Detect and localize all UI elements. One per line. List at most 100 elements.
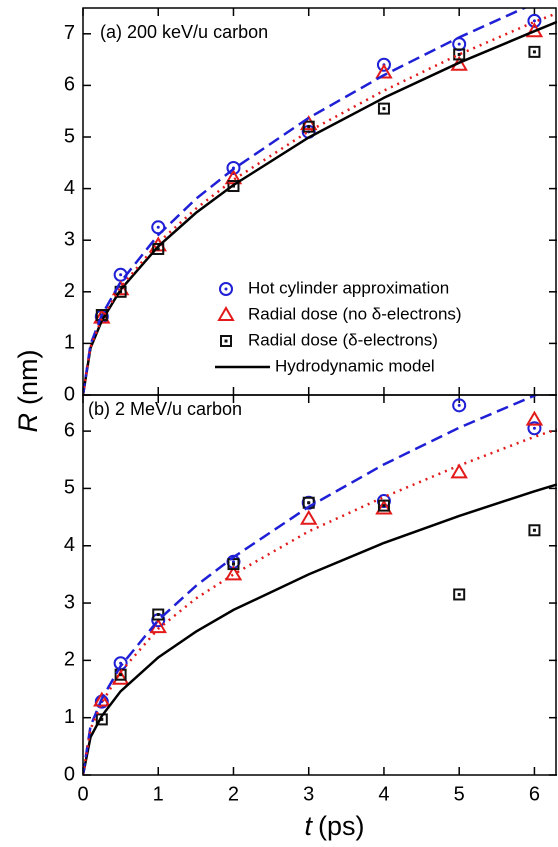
y-tick-label: 3 [64,591,75,613]
marker-dot [457,592,461,596]
marker-shape [299,509,318,525]
legend-label: Radial dose (no δ-electrons) [248,304,462,323]
marker-shape [453,48,466,61]
marker-dot [532,19,536,23]
marker-ring [376,57,391,72]
marker-dot [382,504,386,508]
plot-frame [82,394,557,776]
square-marker [220,335,232,347]
square-marker [528,524,541,537]
marker-dot [119,273,123,277]
marker-dot [100,717,104,721]
marker-dot [382,107,386,111]
marker-ring [226,160,241,175]
square-marker [302,120,315,133]
marker-dot [224,287,228,291]
marker-dot [224,339,228,343]
triangle-marker [450,463,468,479]
square-marker [152,242,165,255]
marker-shape [220,335,232,347]
x-tick-label: 1 [153,783,164,805]
marker-shape [453,588,466,601]
y-tick-label: 7 [64,22,75,44]
marker-dot [156,225,160,229]
square-marker [377,102,390,115]
panel-title: (a) 200 keV/u carbon [100,22,268,42]
marker-shape [217,306,235,321]
marker-dot [457,52,461,56]
square-marker [114,668,127,681]
y-tick-label: 5 [64,125,75,147]
y-axis-unit: (nm) [13,350,43,406]
circle-marker [219,282,233,296]
y-tick-label: 1 [64,706,75,728]
marker-dot [532,528,536,532]
marker-dot [457,403,461,407]
x-tick-label: 4 [378,783,389,805]
curve [83,428,557,775]
legend-label: Hot cylinder approximation [248,278,449,297]
marker-shape [525,410,544,426]
x-tick-label: 6 [529,783,540,805]
triangle-marker [299,509,318,525]
x-tick-label: 0 [77,783,88,805]
triangle-marker [217,306,235,321]
marker-shape [528,45,541,58]
circle-marker [527,13,542,28]
marker-shape [377,499,390,512]
x-tick-label: 2 [228,783,239,805]
triangle-marker [93,691,111,707]
triangle-marker [224,565,243,581]
y-tick-label: 4 [64,534,75,556]
curve [83,8,528,395]
y-tick-label: 2 [64,649,75,671]
marker-dot [532,50,536,54]
marker-dot [156,613,160,617]
marker-dot [231,562,235,566]
curve [83,20,557,395]
panel: 0 1 2 3 4 5 6 7 Hot cylinder approximation Radial… [64,7,557,405]
plot-area [83,395,557,775]
marker-shape [93,691,111,707]
marker-dot [307,125,311,129]
square-marker [453,588,466,601]
curve [83,483,557,775]
marker-shape [375,63,393,79]
marker-shape [375,499,393,515]
marker-ring [94,694,109,709]
x-tick-label: 5 [454,783,465,805]
circle-marker [452,37,467,52]
marker-shape [450,463,468,479]
panel: 0 1 2 3 4 5 6 0 1 2 3 4 5 6 [64,394,557,805]
y-tick-label: 6 [64,419,75,441]
square-marker [377,499,390,512]
panel-title: (b) 2 MeV/u carbon [88,399,242,419]
triangle-marker [224,169,243,185]
marker-shape [224,169,243,185]
y-tick-label: 1 [64,332,75,354]
marker-dot [231,560,235,564]
y-tick-label: 5 [64,477,75,499]
square-marker [453,48,466,61]
marker-shape [114,668,127,681]
square-marker [227,558,240,571]
marker-shape [227,558,240,571]
marker-ring [527,421,542,436]
marker-shape [227,180,240,193]
marker-shape [152,242,165,255]
y-tick-label: 4 [64,177,75,199]
marker-dot [457,42,461,46]
marker-ring [219,282,233,296]
triangle-marker [299,115,318,131]
y-tick-label: 6 [64,74,75,96]
triangle-marker [111,669,130,685]
legend-label: Radial dose (δ-electrons) [248,330,438,349]
y-axis-label: R [13,413,43,433]
x-tick-label: 3 [303,783,314,805]
plot-area [83,8,557,395]
triangle-marker [375,499,393,515]
triangle-marker [525,410,544,426]
legend-label: Hydrodynamic model [275,356,435,375]
square-marker [528,45,541,58]
